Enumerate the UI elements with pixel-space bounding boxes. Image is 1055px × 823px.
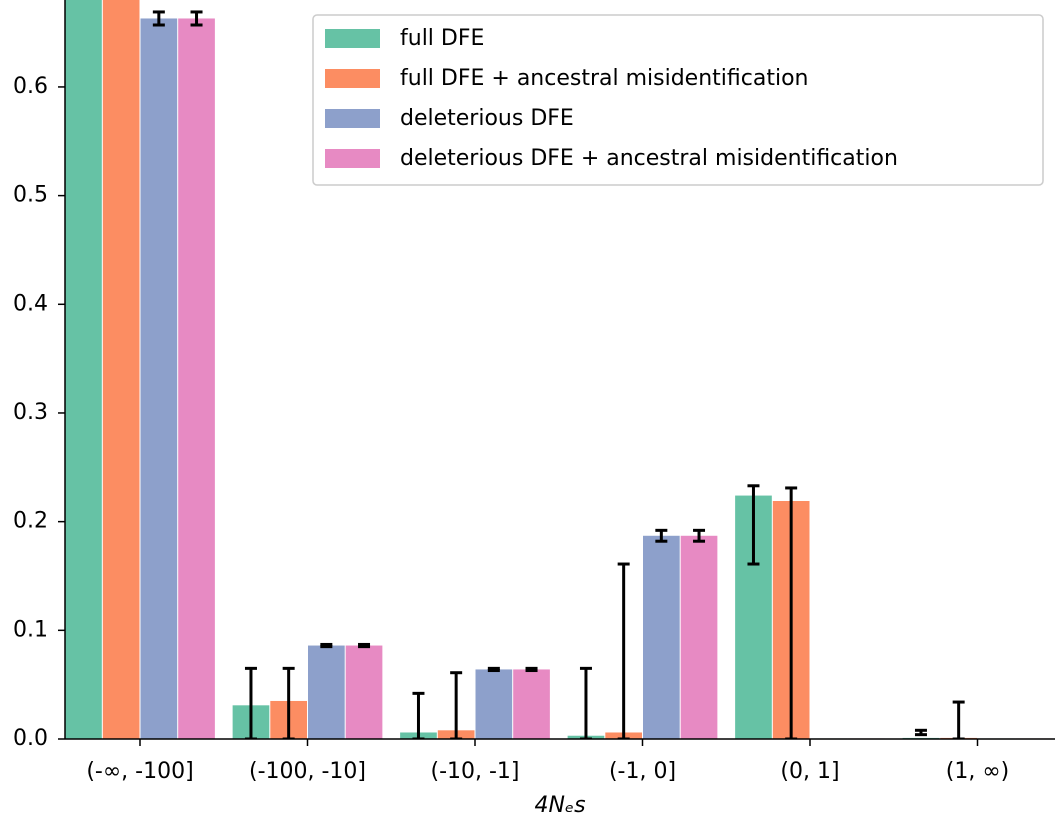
bar bbox=[513, 669, 550, 739]
legend-swatch bbox=[325, 69, 380, 88]
x-tick-label: (-1, 0] bbox=[609, 759, 676, 784]
bar bbox=[102, 0, 140, 739]
x-tick-label: (-∞, -100] bbox=[86, 759, 193, 784]
error-bar bbox=[450, 671, 463, 739]
bar bbox=[178, 18, 215, 739]
y-tick-label: 0.5 bbox=[13, 183, 48, 208]
error-bar bbox=[952, 700, 965, 739]
error-bar bbox=[617, 562, 630, 739]
error-bar bbox=[487, 666, 500, 673]
legend-label: full DFE + ancestral misidentification bbox=[400, 66, 808, 91]
y-tick-label: 0.6 bbox=[13, 74, 48, 99]
x-tick-label: (-10, -1] bbox=[430, 759, 519, 784]
error-bar bbox=[747, 484, 760, 566]
error-bar bbox=[244, 666, 257, 739]
error-bar bbox=[412, 691, 425, 739]
bar bbox=[345, 645, 383, 739]
legend-swatch bbox=[325, 29, 380, 48]
legend-box bbox=[312, 14, 1044, 186]
x-tick-label: (-100, -10] bbox=[249, 759, 366, 784]
legend-label: deleterious DFE bbox=[400, 106, 574, 131]
bar bbox=[308, 645, 345, 739]
x-tick-label: (0, 1] bbox=[780, 759, 839, 784]
error-bar bbox=[579, 666, 592, 739]
bar bbox=[65, 0, 102, 739]
y-tick-label: 0.1 bbox=[13, 617, 48, 642]
legend-label: deleterious DFE + ancestral misidentific… bbox=[400, 146, 898, 171]
y-tick-label: 0.2 bbox=[13, 509, 48, 534]
legend-swatch bbox=[325, 149, 380, 168]
error-bar bbox=[525, 666, 538, 673]
error-bar bbox=[320, 642, 333, 649]
legend-label: full DFE bbox=[400, 26, 484, 51]
bar bbox=[140, 18, 178, 739]
error-bar bbox=[282, 666, 295, 739]
legend-swatch bbox=[325, 109, 380, 128]
bar bbox=[643, 535, 680, 739]
bar bbox=[475, 669, 513, 739]
x-tick-label: (1, ∞) bbox=[946, 759, 1009, 784]
y-tick-label: 0.0 bbox=[13, 726, 48, 751]
error-bar bbox=[358, 642, 371, 649]
error-bar bbox=[655, 528, 668, 543]
error-bar bbox=[152, 10, 165, 27]
y-tick-label: 0.3 bbox=[13, 400, 48, 425]
error-bar bbox=[785, 486, 798, 739]
plot-area bbox=[65, 0, 1053, 739]
error-bar bbox=[190, 10, 203, 27]
error-bar bbox=[693, 528, 706, 543]
x-axis-label: 4Nₑs bbox=[534, 793, 585, 818]
bar bbox=[680, 535, 718, 739]
y-tick-label: 0.4 bbox=[13, 291, 48, 316]
error-bar bbox=[914, 728, 927, 737]
